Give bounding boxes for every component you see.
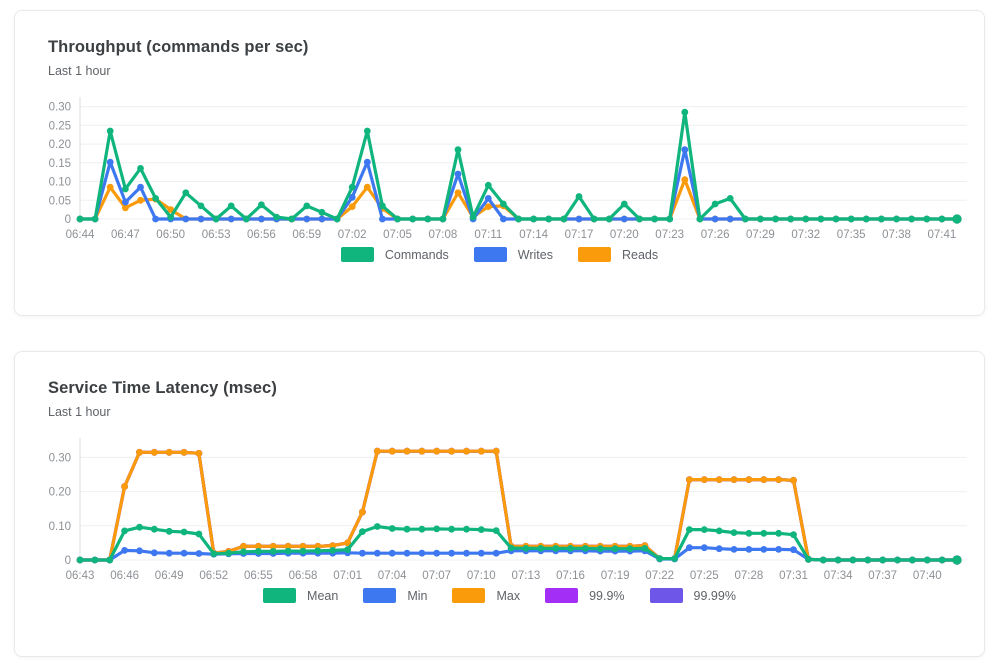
svg-text:06:56: 06:56: [247, 229, 276, 241]
svg-text:07:25: 07:25: [690, 570, 719, 582]
svg-text:07:10: 07:10: [467, 570, 496, 582]
svg-text:07:38: 07:38: [882, 229, 911, 241]
legend-swatch-99-9: [545, 588, 579, 603]
chart-title: Throughput (commands per sec): [48, 38, 309, 56]
svg-text:07:16: 07:16: [556, 570, 585, 582]
svg-text:07:01: 07:01: [333, 570, 362, 582]
svg-text:0.20: 0.20: [49, 139, 71, 151]
legend-swatch-commands: [340, 247, 374, 262]
svg-text:07:13: 07:13: [512, 570, 541, 582]
y-axis: 0 0.05 0.10 0.15 0.20 0.25 0.30: [49, 97, 967, 226]
svg-text:07:23: 07:23: [655, 229, 684, 241]
svg-text:07:34: 07:34: [824, 570, 853, 582]
svg-text:07:20: 07:20: [610, 229, 639, 241]
legend-swatch-max: [452, 588, 486, 603]
legend-label-min: Min: [407, 588, 428, 603]
svg-text:07:29: 07:29: [746, 229, 775, 241]
svg-text:0.10: 0.10: [49, 177, 71, 189]
legend-item-writes[interactable]: Writes: [473, 247, 553, 262]
svg-text:06:44: 06:44: [66, 229, 95, 241]
svg-text:0: 0: [65, 555, 71, 567]
svg-text:0: 0: [65, 214, 71, 226]
legend-swatch-min: [363, 588, 397, 603]
legend-label-max: Max: [496, 588, 521, 603]
svg-text:07:35: 07:35: [837, 229, 866, 241]
svg-text:07:37: 07:37: [868, 570, 897, 582]
x-axis: 06:44 06:47 06:50 06:53 06:56 06:59 07:02 07:05…: [66, 229, 957, 241]
legend-swatch-mean: [263, 588, 297, 603]
svg-text:07:28: 07:28: [735, 570, 764, 582]
legend-item-min[interactable]: Min: [363, 588, 427, 603]
throughput-plot[interactable]: 0 0.05 0.10 0.15 0.20 0.25 0.30 06:44 06:47 06:50…: [30, 91, 973, 245]
latency-chart[interactable]: 0 0.10 0.20 0.30 06:43 06:46 06:49 06:52 06:55 06…: [30, 432, 984, 586]
series-mean: [76, 523, 962, 565]
svg-text:07:11: 07:11: [474, 229, 502, 241]
legend-label-writes: Writes: [517, 247, 553, 262]
svg-text:07:22: 07:22: [645, 570, 674, 582]
svg-text:06:58: 06:58: [289, 570, 318, 582]
svg-text:07:41: 07:41: [928, 229, 957, 241]
legend-item-max[interactable]: Max: [452, 588, 520, 603]
svg-text:06:49: 06:49: [155, 570, 184, 582]
svg-text:06:46: 06:46: [110, 570, 139, 582]
svg-text:07:32: 07:32: [791, 229, 820, 241]
svg-text:07:07: 07:07: [422, 570, 451, 582]
legend-label-99-9: 99.9%: [589, 588, 625, 603]
legend-item-mean[interactable]: Mean: [263, 588, 338, 603]
svg-text:0.30: 0.30: [49, 452, 71, 464]
legend-swatch-writes: [473, 247, 507, 262]
svg-text:07:40: 07:40: [913, 570, 942, 582]
series-commands: [76, 108, 962, 224]
svg-text:07:26: 07:26: [701, 229, 730, 241]
throughput-chart[interactable]: 0 0.05 0.10 0.15 0.20 0.25 0.30 06:44 06:47 06:50…: [30, 91, 984, 245]
x-axis: 06:43 06:46 06:49 06:52 06:55 06:58 07:01 07:04…: [66, 570, 942, 582]
svg-text:0.30: 0.30: [49, 102, 71, 114]
svg-text:0.20: 0.20: [49, 487, 71, 499]
legend-swatch-99-99: [649, 588, 683, 603]
legend-label-mean: Mean: [307, 588, 339, 603]
chart-subtitle: Last 1 hour: [48, 64, 111, 78]
throughput-legend: Commands Writes Reads: [15, 247, 984, 262]
svg-text:0.15: 0.15: [49, 158, 71, 170]
latency-card: Service Time Latency (msec) Last 1 hour …: [14, 351, 985, 657]
svg-text:06:55: 06:55: [244, 570, 273, 582]
svg-text:0.05: 0.05: [49, 195, 71, 207]
svg-text:07:08: 07:08: [429, 229, 458, 241]
svg-text:0.25: 0.25: [49, 120, 71, 132]
svg-text:06:43: 06:43: [66, 570, 95, 582]
throughput-card: Throughput (commands per sec) Last 1 hou…: [14, 10, 985, 316]
svg-text:07:14: 07:14: [519, 229, 548, 241]
latency-legend: Mean Min Max 99.9% 99.99%: [15, 588, 984, 603]
svg-text:07:02: 07:02: [338, 229, 367, 241]
legend-label-commands: Commands: [384, 247, 449, 262]
chart-title: Service Time Latency (msec): [48, 379, 277, 397]
svg-text:07:17: 07:17: [565, 229, 594, 241]
svg-text:06:53: 06:53: [202, 229, 231, 241]
legend-item-reads[interactable]: Reads: [577, 247, 659, 262]
svg-text:06:47: 06:47: [111, 229, 140, 241]
svg-text:07:04: 07:04: [378, 570, 407, 582]
svg-text:0.10: 0.10: [49, 521, 71, 533]
legend-item-99-99[interactable]: 99.99%: [649, 588, 736, 603]
legend-label-reads: Reads: [621, 247, 659, 262]
legend-label-99-99: 99.99%: [693, 588, 736, 603]
legend-swatch-reads: [577, 247, 611, 262]
svg-text:07:31: 07:31: [779, 570, 808, 582]
svg-text:06:59: 06:59: [292, 229, 321, 241]
legend-item-commands[interactable]: Commands: [340, 247, 449, 262]
svg-text:07:05: 07:05: [383, 229, 412, 241]
svg-text:06:50: 06:50: [156, 229, 185, 241]
legend-item-99-9[interactable]: 99.9%: [545, 588, 625, 603]
chart-subtitle: Last 1 hour: [48, 405, 111, 419]
svg-text:07:19: 07:19: [601, 570, 630, 582]
svg-text:06:52: 06:52: [199, 570, 228, 582]
